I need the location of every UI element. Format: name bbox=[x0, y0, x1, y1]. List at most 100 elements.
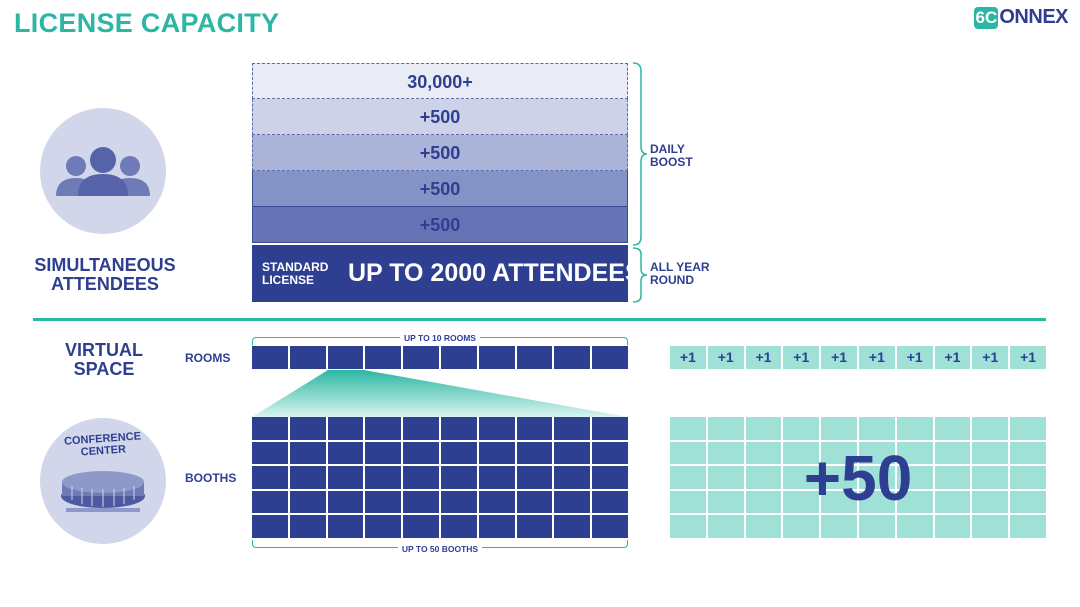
booth-addon-cell bbox=[896, 515, 933, 538]
attendees-circle bbox=[40, 108, 166, 234]
booth-cell bbox=[289, 441, 326, 465]
booth-cell bbox=[478, 466, 515, 489]
standard-license-label-line1: STANDARD bbox=[262, 260, 329, 274]
booth-cell bbox=[554, 515, 591, 538]
booth-addon-cell bbox=[783, 515, 820, 538]
rooms-caption-wrap: UP TO 10 ROOMS bbox=[252, 331, 628, 344]
booth-addon-cell bbox=[670, 515, 706, 538]
rooms-grid bbox=[252, 346, 628, 369]
booth-cell bbox=[327, 441, 364, 465]
virtual-space-line1: VIRTUAL bbox=[65, 340, 143, 360]
room-cell bbox=[478, 346, 515, 369]
daily-boost-label: DAILY BOOST bbox=[650, 142, 693, 169]
room-addon-cell: +1 bbox=[821, 346, 857, 369]
people-group-icon bbox=[56, 147, 150, 196]
booth-cell bbox=[289, 490, 326, 514]
booth-cell bbox=[327, 466, 364, 489]
booths-caption-wrap: UP TO 50 BOOTHS bbox=[252, 542, 628, 555]
booth-addon-cell bbox=[745, 490, 782, 514]
booth-addon-cell bbox=[670, 441, 706, 465]
virtual-space-line2: SPACE bbox=[73, 358, 135, 379]
booth-addon-cell bbox=[972, 466, 1009, 489]
booth-cell bbox=[403, 466, 439, 489]
room-cell bbox=[554, 346, 591, 369]
booth-addon-cell bbox=[1010, 515, 1046, 538]
booth-addon-cell bbox=[1010, 417, 1046, 440]
tier-row-0: 30,000+ bbox=[252, 63, 628, 99]
booth-addon-cell bbox=[821, 466, 857, 489]
booth-addon-cell bbox=[707, 441, 744, 465]
room-cell bbox=[440, 346, 477, 369]
booth-cell bbox=[440, 515, 477, 538]
room-addon-cell: +1 bbox=[858, 346, 895, 369]
booth-cell bbox=[252, 466, 288, 489]
booth-addon-cell bbox=[745, 417, 782, 440]
booth-addon-cell bbox=[821, 441, 857, 465]
booth-cell bbox=[365, 515, 402, 538]
standard-license-bar: STANDARD LICENSE UP TO 2000 ATTENDEES bbox=[252, 245, 642, 302]
all-year-brace bbox=[632, 247, 648, 303]
booths-caption: UP TO 50 BOOTHS bbox=[397, 544, 483, 554]
booths-grid bbox=[252, 417, 628, 538]
all-year-line1: ALL YEAR bbox=[650, 260, 710, 274]
daily-boost-line1: DAILY bbox=[650, 142, 685, 156]
booth-addon-cell bbox=[858, 490, 895, 514]
booth-addon-cell bbox=[670, 417, 706, 440]
room-addon-cell: +1 bbox=[783, 346, 820, 369]
booth-addon-cell bbox=[707, 417, 744, 440]
booths-addon-value: +50 bbox=[803, 442, 913, 514]
booth-cell bbox=[289, 515, 326, 538]
booth-addon-cell bbox=[972, 515, 1009, 538]
booth-cell bbox=[403, 441, 439, 465]
booth-addon-cell bbox=[896, 441, 933, 465]
booth-addon-cell bbox=[783, 490, 820, 514]
booth-addon-cell bbox=[972, 417, 1009, 440]
booth-cell bbox=[252, 490, 288, 514]
rooms-label: ROOMS bbox=[185, 351, 231, 365]
booth-addon-cell bbox=[858, 515, 895, 538]
logo-badge: 6C bbox=[974, 6, 999, 29]
booth-addon-cell bbox=[972, 490, 1009, 514]
booth-addon-cell bbox=[670, 466, 706, 489]
booth-cell bbox=[289, 466, 326, 489]
booth-addon-cell bbox=[707, 490, 744, 514]
attendees-label: SIMULTANEOUS ATTENDEES bbox=[20, 256, 190, 294]
tier-row-1: +500 bbox=[252, 99, 628, 135]
room-cell bbox=[289, 346, 326, 369]
booth-addon-cell bbox=[821, 417, 857, 440]
room-zoom-shape bbox=[252, 370, 628, 417]
booth-addon-cell bbox=[783, 466, 820, 489]
booth-cell bbox=[365, 417, 402, 440]
booth-cell bbox=[440, 490, 477, 514]
rooms-caption: UP TO 10 ROOMS bbox=[400, 333, 480, 343]
room-cell bbox=[327, 346, 364, 369]
booth-cell bbox=[327, 417, 364, 440]
standard-license-label-line2: LICENSE bbox=[262, 273, 315, 288]
booth-addon-cell bbox=[707, 515, 744, 538]
booth-cell bbox=[403, 515, 439, 538]
booth-addon-cell bbox=[783, 417, 820, 440]
daily-boost-brace bbox=[632, 62, 648, 246]
booth-cell bbox=[478, 441, 515, 465]
booth-cell bbox=[516, 490, 553, 514]
booth-cell bbox=[327, 490, 364, 514]
page-title: LICENSE CAPACITY bbox=[14, 8, 280, 38]
booth-addon-cell bbox=[934, 417, 971, 440]
booth-cell bbox=[516, 466, 553, 489]
booth-addon-cell bbox=[934, 466, 971, 489]
all-year-label: ALL YEAR ROUND bbox=[650, 260, 710, 287]
booth-addon-cell bbox=[745, 466, 782, 489]
room-cell bbox=[592, 346, 628, 369]
booth-addon-cell bbox=[858, 441, 895, 465]
virtual-space-label: VIRTUAL SPACE bbox=[44, 341, 164, 379]
booth-cell bbox=[592, 441, 628, 465]
booth-cell bbox=[365, 441, 402, 465]
booth-cell bbox=[252, 515, 288, 538]
booth-addon-cell bbox=[896, 466, 933, 489]
booth-addon-cell bbox=[858, 417, 895, 440]
booth-addon-cell bbox=[707, 466, 744, 489]
booth-addon-cell bbox=[821, 515, 857, 538]
booth-cell bbox=[365, 466, 402, 489]
booth-cell bbox=[592, 515, 628, 538]
room-cell bbox=[252, 346, 288, 369]
